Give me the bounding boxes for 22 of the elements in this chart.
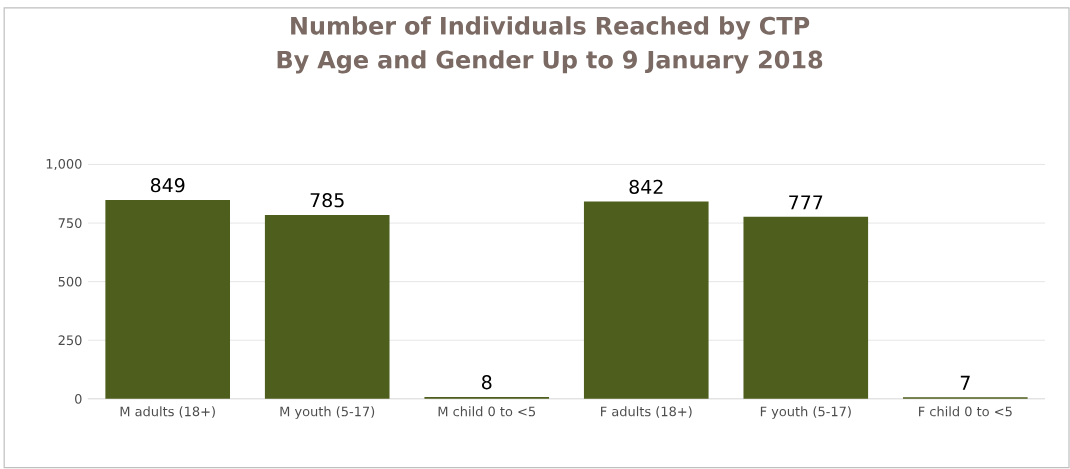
data-label: 849 — [150, 178, 185, 193]
x-tick-label: F child 0 to <5 — [919, 406, 1012, 417]
data-label: 842 — [629, 179, 663, 195]
y-tick-label: 0 — [75, 394, 82, 404]
data-label: 8 — [481, 375, 492, 390]
x-tick-label: F adults (18+) — [601, 406, 692, 419]
bar — [264, 215, 390, 399]
bar — [105, 200, 231, 399]
y-tick-label: 500 — [58, 276, 82, 287]
x-tick-label: M child 0 to <5 — [438, 406, 536, 417]
data-label: 785 — [310, 193, 344, 208]
x-tick-label: M adults (18+) — [120, 406, 215, 419]
data-label: 7 — [960, 376, 970, 390]
bar — [583, 201, 709, 399]
chart-title: Number of Individuals Reached by CTP By Age and Gender Up to 9 January 2018 — [277, 16, 823, 74]
y-tick-label: 250 — [58, 335, 82, 346]
data-label: 777 — [789, 195, 823, 210]
y-tick-label: 1,000 — [46, 159, 82, 171]
bar — [743, 216, 869, 399]
x-tick-label: M youth (5-17) — [280, 406, 375, 420]
x-tick-label: F youth (5-17) — [760, 406, 851, 420]
y-tick-label: 750 — [58, 218, 82, 229]
